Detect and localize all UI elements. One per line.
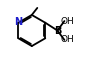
Text: OH: OH <box>61 17 75 26</box>
Text: OH: OH <box>61 35 75 44</box>
Text: N: N <box>14 17 22 27</box>
Text: B: B <box>54 25 61 36</box>
